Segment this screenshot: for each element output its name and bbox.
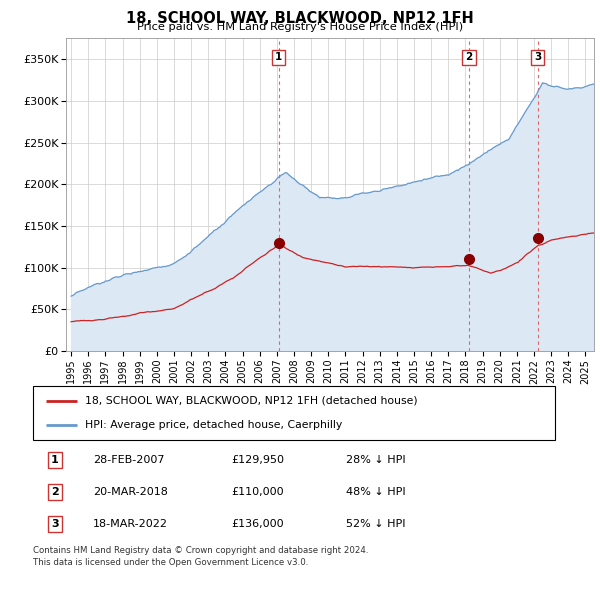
Text: 3: 3 — [534, 53, 541, 63]
FancyBboxPatch shape — [33, 386, 555, 440]
Text: Price paid vs. HM Land Registry's House Price Index (HPI): Price paid vs. HM Land Registry's House … — [137, 22, 463, 32]
Text: 1: 1 — [275, 53, 283, 63]
Text: 18, SCHOOL WAY, BLACKWOOD, NP12 1FH: 18, SCHOOL WAY, BLACKWOOD, NP12 1FH — [126, 11, 474, 25]
Text: 2: 2 — [466, 53, 473, 63]
Text: £129,950: £129,950 — [232, 455, 284, 465]
Text: 2: 2 — [51, 487, 59, 497]
Text: 18, SCHOOL WAY, BLACKWOOD, NP12 1FH (detached house): 18, SCHOOL WAY, BLACKWOOD, NP12 1FH (det… — [85, 396, 418, 406]
Text: Contains HM Land Registry data © Crown copyright and database right 2024.: Contains HM Land Registry data © Crown c… — [33, 546, 368, 555]
Text: 48% ↓ HPI: 48% ↓ HPI — [346, 487, 406, 497]
Text: 20-MAR-2018: 20-MAR-2018 — [93, 487, 168, 497]
Text: 18-MAR-2022: 18-MAR-2022 — [93, 519, 168, 529]
Text: 3: 3 — [51, 519, 59, 529]
Text: £136,000: £136,000 — [232, 519, 284, 529]
Text: 28% ↓ HPI: 28% ↓ HPI — [346, 455, 406, 465]
Text: 28-FEB-2007: 28-FEB-2007 — [93, 455, 164, 465]
Text: 52% ↓ HPI: 52% ↓ HPI — [346, 519, 406, 529]
Text: HPI: Average price, detached house, Caerphilly: HPI: Average price, detached house, Caer… — [85, 420, 343, 430]
Text: 1: 1 — [51, 455, 59, 465]
Text: This data is licensed under the Open Government Licence v3.0.: This data is licensed under the Open Gov… — [33, 558, 308, 566]
Text: £110,000: £110,000 — [232, 487, 284, 497]
